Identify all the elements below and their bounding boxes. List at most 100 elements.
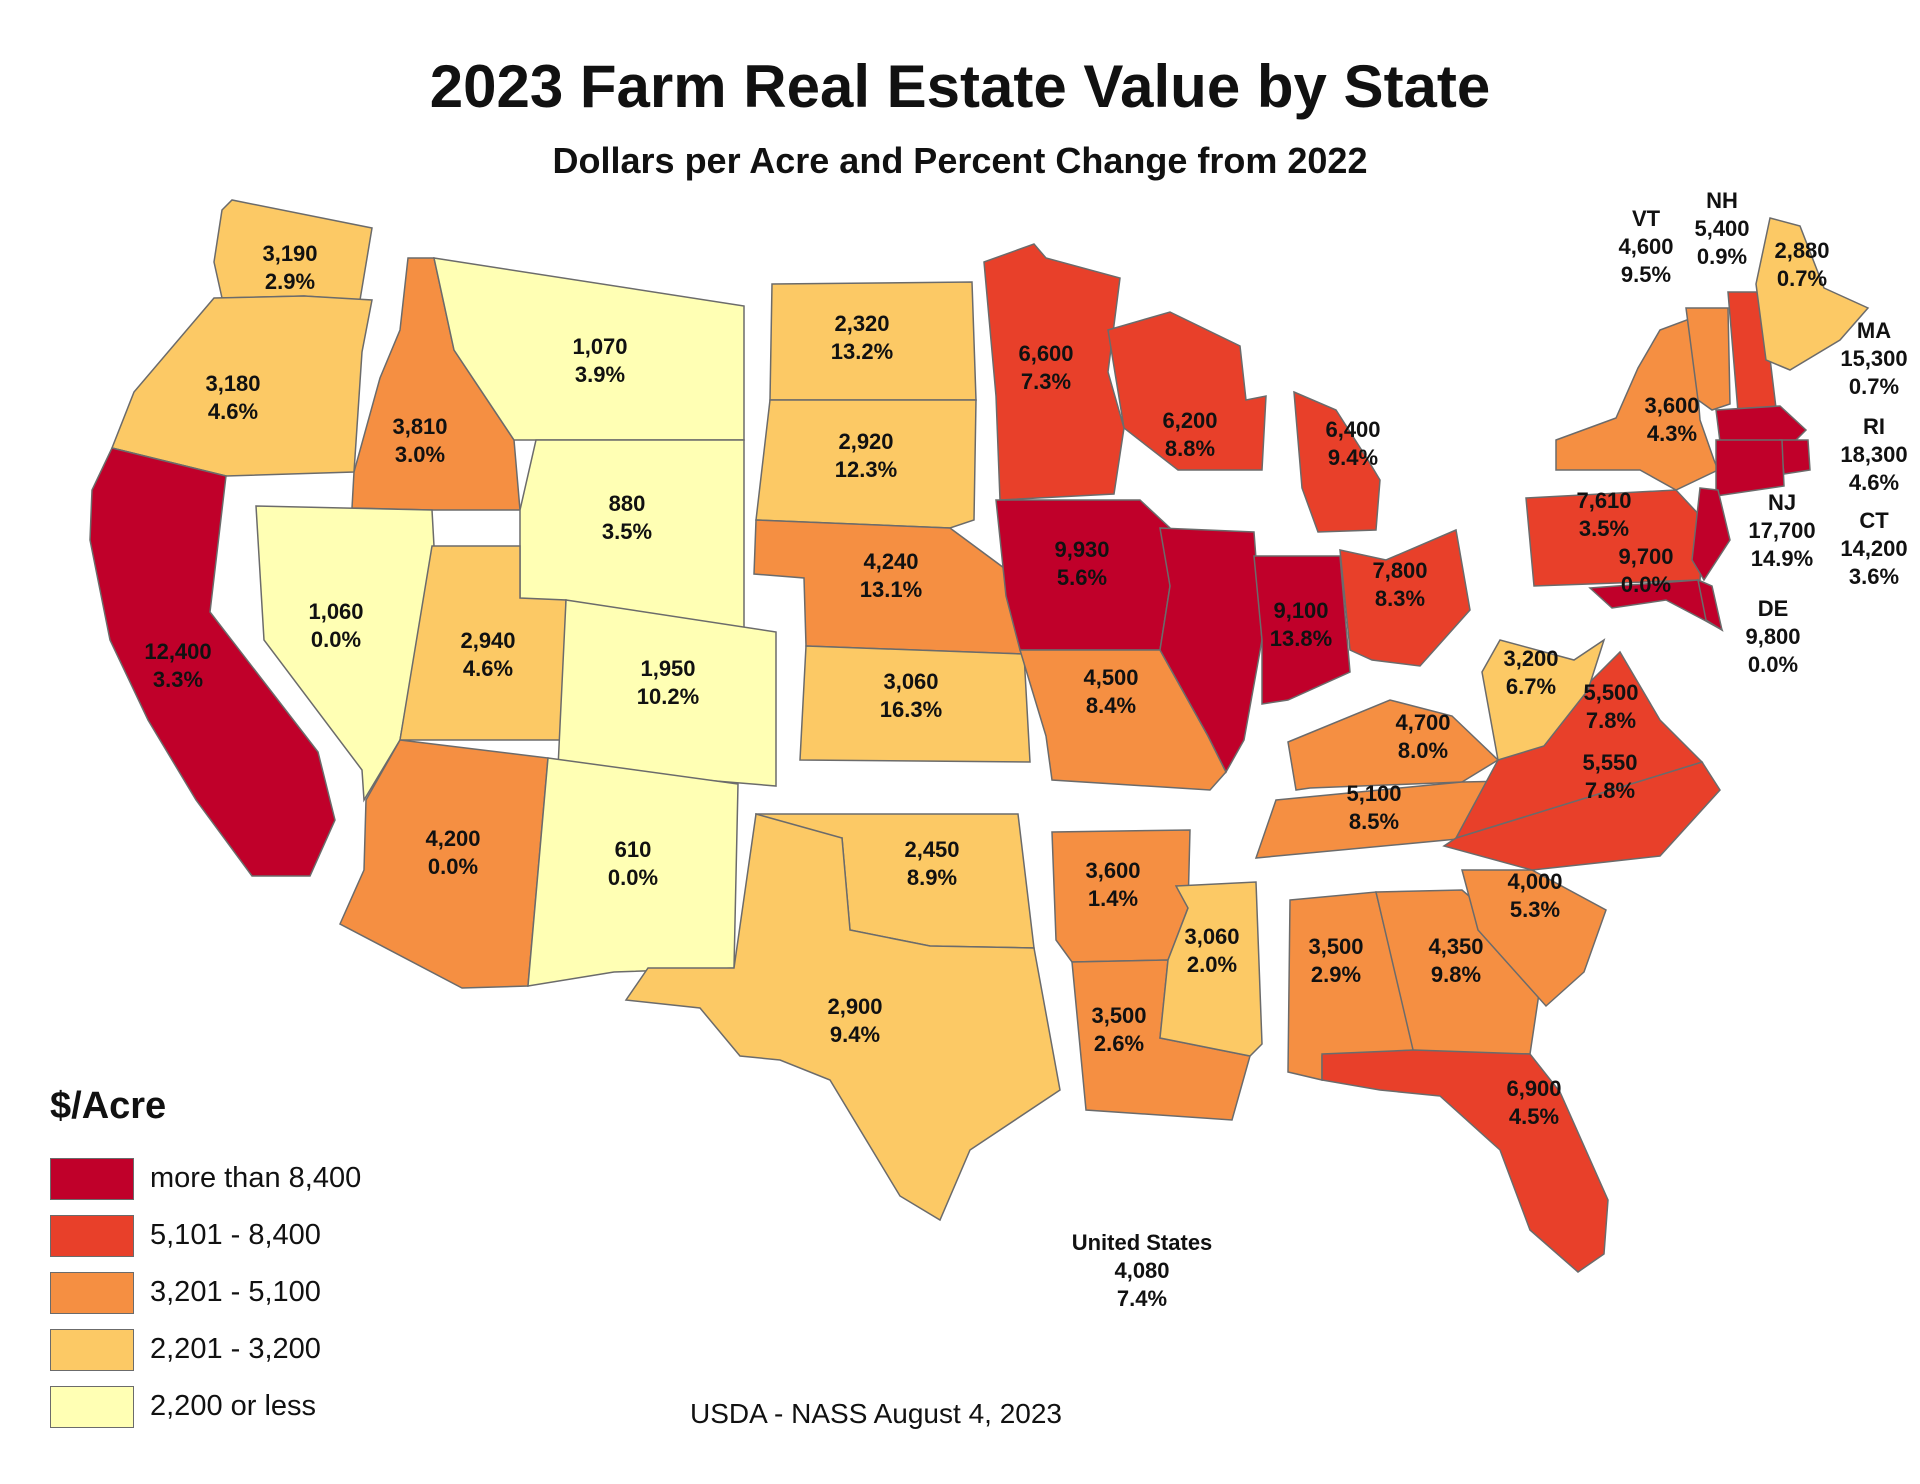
state-vt: [1685, 307, 1731, 411]
label-ct: CT 14,200 3.6%: [1840, 508, 1907, 589]
legend-label: 2,200 or less: [150, 1390, 317, 1422]
label-az-change: 0.0%: [428, 854, 478, 879]
label-md: 9,700 0.0%: [1618, 544, 1673, 597]
label-ia: 9,930 5.6%: [1054, 537, 1109, 590]
label-ca-value: 12,400: [144, 639, 211, 664]
label-me-value: 2,880: [1774, 238, 1829, 263]
label-me-change: 0.7%: [1777, 266, 1827, 291]
label-ct-value: 14,200: [1840, 536, 1907, 561]
legend-swatch: [50, 1385, 134, 1428]
legend-item: more than 8,400: [50, 1150, 361, 1207]
label-de-change: 0.0%: [1748, 652, 1798, 677]
label-ri-change: 4.6%: [1849, 470, 1899, 495]
label-tn: 5,100 8.5%: [1346, 781, 1401, 834]
label-nj: NJ 17,700 14.9%: [1748, 490, 1815, 571]
label-de-value: 9,800: [1745, 624, 1800, 649]
label-ks-change: 16.3%: [880, 697, 942, 722]
state-tx: [624, 813, 1061, 1222]
label-pa: 7,610 3.5%: [1576, 488, 1631, 541]
label-md-value: 9,700: [1618, 544, 1673, 569]
legend-swatch: [50, 1214, 134, 1257]
map-subtitle: Dollars per Acre and Percent Change from…: [552, 140, 1368, 181]
label-ca: 12,400 3.3%: [144, 639, 211, 692]
label-mi-value: 6,400: [1325, 417, 1380, 442]
label-oh-value: 7,800: [1372, 558, 1427, 583]
state-ma: [1715, 405, 1808, 447]
label-wv: 3,200 6.7%: [1503, 646, 1558, 699]
label-ma: MA 15,300 0.7%: [1840, 318, 1907, 399]
label-in-change: 13.8%: [1270, 626, 1332, 651]
legend-swatch: [50, 1328, 134, 1371]
label-nj-value: 17,700: [1748, 518, 1815, 543]
label-nj-abbr: NJ: [1768, 490, 1796, 515]
label-mi-change: 9.4%: [1328, 445, 1378, 470]
label-id-value: 3,810: [392, 414, 447, 439]
state-nc: [1442, 761, 1721, 871]
label-al: 3,500 2.9%: [1308, 934, 1363, 987]
label-de: DE 9,800 0.0%: [1745, 596, 1800, 677]
label-id: 3,810 3.0%: [392, 414, 447, 467]
state-nj: [1691, 487, 1731, 582]
state-nv: [255, 505, 435, 803]
label-wv-value: 3,200: [1503, 646, 1558, 671]
label-va-change: 7.8%: [1586, 708, 1636, 733]
label-wi-change: 8.8%: [1165, 436, 1215, 461]
label-sd: 2,920 12.3%: [835, 429, 897, 482]
label-mt-value: 1,070: [572, 334, 627, 359]
label-al-value: 3,500: [1308, 934, 1363, 959]
label-wi: 6,200 8.8%: [1162, 408, 1217, 461]
label-mi: 6,400 9.4%: [1325, 417, 1380, 470]
label-ky: 4,700 8.0%: [1395, 710, 1450, 763]
label-de-abbr: DE: [1758, 596, 1789, 621]
state-fl: [1321, 1049, 1609, 1273]
label-co-value: 1,950: [640, 656, 695, 681]
state-sd: [755, 399, 977, 529]
label-wa-value: 3,190: [262, 241, 317, 266]
label-ny-value: 3,600: [1644, 393, 1699, 418]
legend-title: $/Acre: [50, 1085, 167, 1127]
label-fl-change: 4.5%: [1509, 1104, 1559, 1129]
label-ne-change: 13.1%: [860, 577, 922, 602]
label-ia-value: 9,930: [1054, 537, 1109, 562]
label-sc-value: 4,000: [1507, 869, 1562, 894]
label-tx-value: 2,900: [827, 994, 882, 1019]
state-ri: [1779, 439, 1811, 475]
label-wy: 880 3.5%: [602, 491, 652, 544]
label-nh-abbr: NH: [1706, 188, 1738, 213]
label-ky-value: 4,700: [1395, 710, 1450, 735]
label-ma-change: 0.7%: [1849, 374, 1899, 399]
label-ks-value: 3,060: [883, 669, 938, 694]
state-ny: [1555, 316, 1719, 491]
label-va-value: 5,500: [1583, 680, 1638, 705]
label-nj-change: 14.9%: [1751, 546, 1813, 571]
label-mn: 6,600 7.3%: [1018, 341, 1073, 394]
label-oh-change: 8.3%: [1375, 586, 1425, 611]
source-note: USDA - NASS August 4, 2023: [690, 1398, 1062, 1429]
label-nm-value: 610: [615, 837, 652, 862]
label-nh: NH 5,400 0.9%: [1694, 188, 1749, 269]
state-mi: [1293, 390, 1381, 533]
label-ks: 3,060 16.3%: [880, 669, 942, 722]
label-al-change: 2.9%: [1311, 962, 1361, 987]
label-ct-abbr: CT: [1859, 508, 1889, 533]
label-va: 5,500 7.8%: [1583, 680, 1638, 733]
map-title: 2023 Farm Real Estate Value by State: [429, 53, 1491, 120]
state-ca: [89, 447, 336, 877]
state-labels: 3,190 2.9% 3,180 4.6% 12,400 3.3% 3,810 3.0% 1,0…: [144, 188, 1907, 1129]
label-mn-change: 7.3%: [1021, 369, 1071, 394]
label-pa-change: 3.5%: [1579, 516, 1629, 541]
label-in: 9,100 13.8%: [1270, 598, 1332, 651]
label-ar: 3,600 1.4%: [1085, 858, 1140, 911]
label-or-value: 3,180: [205, 371, 260, 396]
state-shapes: [89, 199, 1870, 1273]
label-ri-value: 18,300: [1840, 442, 1907, 467]
label-in-value: 9,100: [1273, 598, 1328, 623]
label-la: 3,500 2.6%: [1091, 1003, 1146, 1056]
label-wa: 3,190 2.9%: [262, 241, 317, 294]
label-ga: 4,350 9.8%: [1428, 934, 1483, 987]
label-vt: VT 4,600 9.5%: [1618, 206, 1673, 287]
state-me: [1755, 217, 1870, 371]
legend-swatch: [50, 1157, 134, 1200]
state-wi: [1107, 311, 1267, 471]
label-mo-value: 4,500: [1083, 665, 1138, 690]
